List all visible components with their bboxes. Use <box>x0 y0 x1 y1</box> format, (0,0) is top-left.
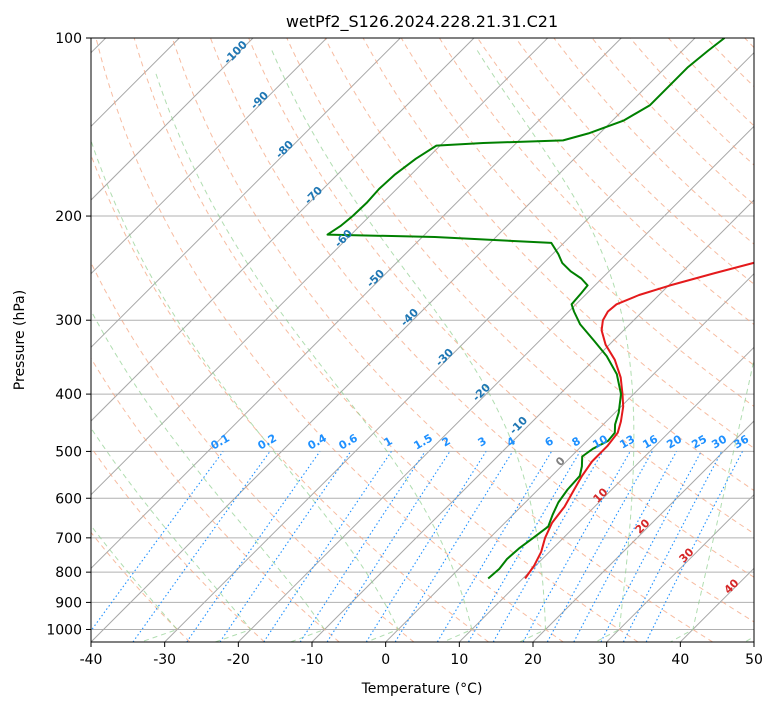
mixing-ratio-line <box>546 451 653 642</box>
isotherm-line <box>91 38 475 422</box>
dry-adiabat-line <box>91 261 415 642</box>
moist-adiabat-line <box>476 50 635 642</box>
moist-adiabat-line <box>670 356 754 642</box>
isotherm-line <box>385 272 754 642</box>
plot-area: -100-90-80-70-60-50-40-30-20-10010203040… <box>91 38 754 642</box>
moist-adiabat-line <box>91 427 252 642</box>
isotherm-line <box>164 51 754 642</box>
dry-adiabat-line <box>286 38 754 535</box>
x-tick-label: -10 <box>301 652 324 668</box>
isotherm-line <box>91 38 401 349</box>
x-tick-label: 20 <box>524 652 542 668</box>
y-axis-ticks: 100 200 300 400 500 600 700 800 900 1000 <box>46 31 91 638</box>
isotherm-line <box>91 38 696 642</box>
profile-series <box>326 38 754 580</box>
y-tick-label: 100 <box>55 31 82 47</box>
moist-adiabat-line <box>91 139 399 642</box>
mixing-ratio-line <box>219 451 352 642</box>
x-tick-label: -30 <box>153 652 176 668</box>
x-tick-label: 50 <box>745 652 763 668</box>
y-tick-label: 900 <box>55 595 82 611</box>
isotherm-line <box>91 38 254 201</box>
moist-adiabat-line <box>155 73 473 642</box>
temperature-profile-line <box>524 261 754 580</box>
mixing-ratio-line <box>365 451 487 642</box>
dry-adiabat-line <box>91 531 191 642</box>
dry-adiabat-line <box>95 38 564 642</box>
dry-adiabat-line <box>400 38 754 408</box>
dry-adiabat-line <box>324 38 754 492</box>
x-tick-label: 40 <box>671 652 689 668</box>
mixing-ratio-lines <box>91 451 743 642</box>
mixing-ratio-line <box>91 451 224 632</box>
moist-adiabats <box>91 50 754 642</box>
y-tick-label: 800 <box>55 565 82 581</box>
y-tick-label: 600 <box>55 491 82 507</box>
y-tick-label: 700 <box>55 531 82 547</box>
y-axis-title: Pressure (hPa) <box>12 290 28 390</box>
x-axis-title: Temperature (°C) <box>361 681 483 697</box>
y-tick-label: 200 <box>55 209 82 225</box>
dry-adiabat-line <box>210 38 754 623</box>
mixing-ratio-line <box>132 451 271 642</box>
dry-adiabats <box>91 38 754 642</box>
dry-adiabat-line <box>91 357 340 642</box>
dry-adiabat-line <box>438 38 754 366</box>
y-tick-label: 500 <box>55 444 82 460</box>
dry-adiabat-line <box>362 38 754 449</box>
x-tick-label: 0 <box>381 652 390 668</box>
x-tick-label: 30 <box>598 652 616 668</box>
x-tick-label: 10 <box>450 652 468 668</box>
x-tick-label: -20 <box>227 652 250 668</box>
mixing-ratio-line <box>522 451 631 642</box>
dry-adiabat-line <box>248 38 754 578</box>
mixing-ratio-line <box>326 451 451 642</box>
mixing-ratio-line <box>394 451 514 642</box>
isotherm-line <box>91 38 622 570</box>
x-tick-label: -40 <box>80 652 103 668</box>
moist-adiabat-line <box>91 309 326 642</box>
isotherm-line <box>458 346 754 642</box>
plot-frame <box>90 37 755 643</box>
chart-title: wetPf2_S126.2024.228.21.31.C21 <box>286 12 558 32</box>
isotherm-gridlines <box>91 38 754 642</box>
isobar-gridlines <box>91 38 754 630</box>
isotherm-line <box>237 125 754 642</box>
mixing-ratio-line <box>436 451 553 642</box>
isotherm-line <box>606 493 754 642</box>
x-axis-ticks: -40 -30 -20 -10 0 10 20 30 40 50 <box>80 642 763 668</box>
isotherm-line <box>91 38 328 275</box>
mixing-ratio-line <box>468 451 581 642</box>
mixing-ratio-line <box>492 451 604 642</box>
isotherm-line <box>91 38 549 496</box>
dewpoint-profile-line <box>326 38 726 580</box>
moist-adiabat-line <box>271 50 546 642</box>
mixing-ratio-line <box>573 451 677 642</box>
y-tick-label: 300 <box>55 313 82 329</box>
dry-adiabat-line <box>133 38 639 642</box>
isotherm-line <box>532 420 754 642</box>
y-tick-label: 1000 <box>46 622 82 638</box>
y-tick-label: 400 <box>55 387 82 403</box>
